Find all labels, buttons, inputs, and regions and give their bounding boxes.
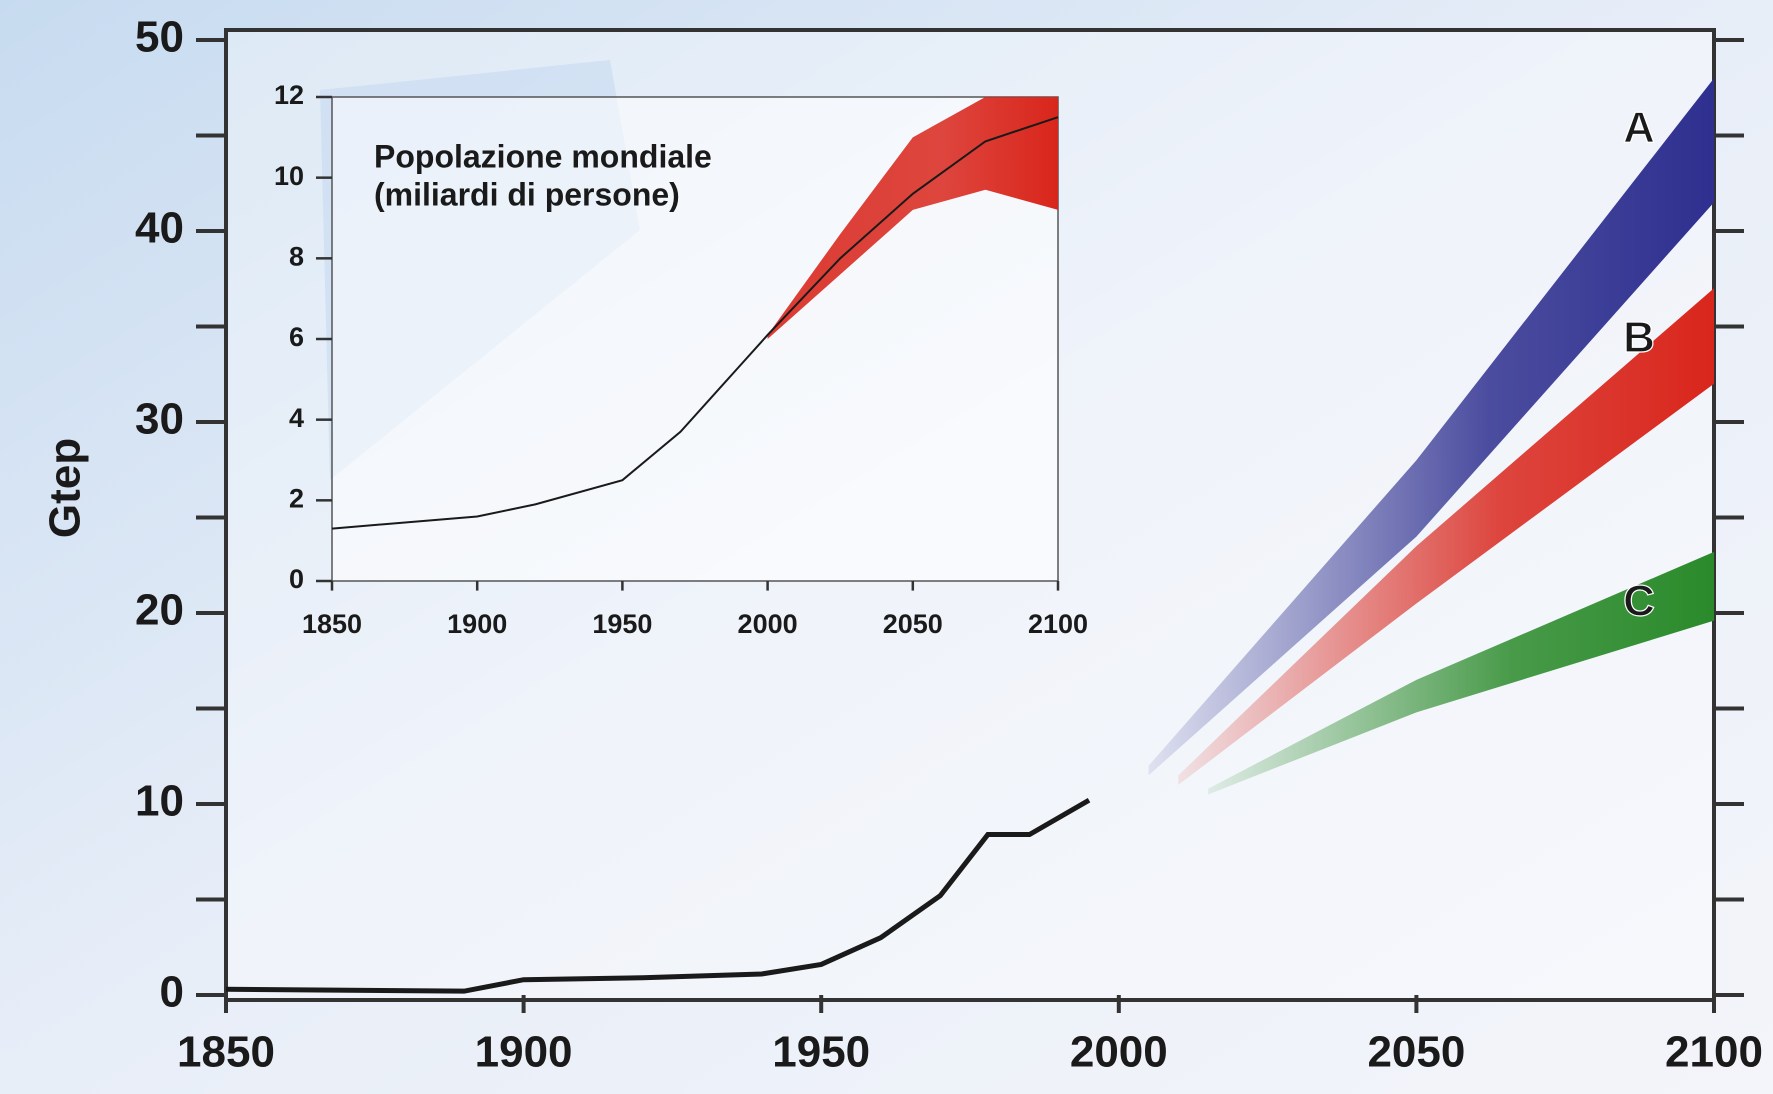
y-tick-label: 0 xyxy=(160,968,184,1017)
y-axis-label: Gtep xyxy=(41,438,90,538)
x-tick-label: 1900 xyxy=(475,1028,573,1077)
x-tick-label: 2000 xyxy=(738,609,798,639)
x-tick-label: 2050 xyxy=(883,609,943,639)
y-tick-label: 50 xyxy=(135,13,184,62)
band xyxy=(1208,551,1714,795)
chart-title: Popolazione mondiale xyxy=(374,138,712,174)
y-tick-label: 6 xyxy=(289,322,304,352)
y-tick-label: 20 xyxy=(135,586,184,635)
x-tick-label: 2100 xyxy=(1665,1028,1763,1077)
x-tick-label: 1950 xyxy=(592,609,652,639)
y-tick-label: 12 xyxy=(274,80,304,110)
y-tick-label: 0 xyxy=(289,564,304,594)
x-tick-label: 1900 xyxy=(447,609,507,639)
band xyxy=(767,97,1058,339)
y-tick-label: 30 xyxy=(135,395,184,444)
y-tick-label: 8 xyxy=(289,241,304,271)
y-tick-label: 4 xyxy=(289,403,304,433)
band-label: B xyxy=(1623,313,1655,362)
chart-title: (miliardi di persone) xyxy=(374,176,680,212)
line xyxy=(225,798,1091,994)
x-tick-label: 1850 xyxy=(302,609,362,639)
y-tick-label: 10 xyxy=(274,161,304,191)
x-tick-label: 2000 xyxy=(1070,1028,1168,1077)
line xyxy=(331,116,1059,530)
y-tick-label: 40 xyxy=(135,204,184,253)
y-tick-label: 10 xyxy=(135,777,184,826)
x-tick-label: 1850 xyxy=(177,1028,275,1077)
band-label: A xyxy=(1623,103,1655,152)
y-tick-label: 2 xyxy=(289,483,304,513)
x-tick-label: 2050 xyxy=(1367,1028,1465,1077)
band-label: C xyxy=(1623,577,1655,626)
x-tick-label: 1950 xyxy=(772,1028,870,1077)
x-tick-label: 2100 xyxy=(1028,609,1088,639)
band xyxy=(1178,288,1714,785)
inset-chart: 0 2 4 6 8 10 12 1850 1900 1950 2000 2050 2100 Popolaz… xyxy=(274,80,1088,639)
band xyxy=(1148,78,1714,776)
